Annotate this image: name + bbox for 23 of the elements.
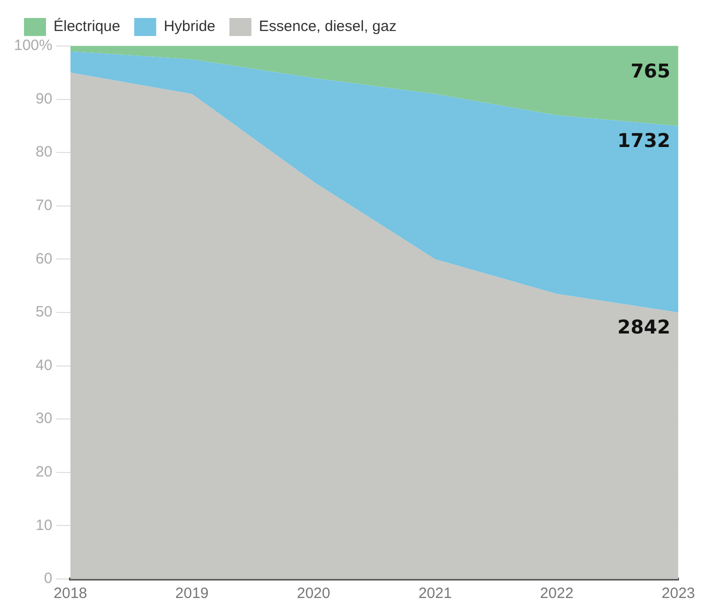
y-tick-label: 0: [44, 570, 52, 588]
annotation: 2842: [617, 316, 670, 338]
legend-label: Essence, diesel, gaz: [258, 18, 396, 36]
x-tick-label: 2019: [175, 585, 209, 602]
y-tick-label: 100%: [14, 37, 52, 54]
annotation: 765: [630, 60, 670, 83]
x-tick-label: 2018: [54, 585, 88, 602]
x-tick-label: 2022: [540, 585, 574, 602]
x-tick-label: 2021: [418, 585, 452, 602]
legend-label: Électrique: [54, 17, 120, 36]
x-tick-label: 2023: [662, 585, 696, 602]
y-tick-label: 50: [36, 304, 52, 321]
y-tick-label: 80: [36, 144, 52, 161]
legend-label: Hybride: [164, 18, 216, 36]
y-tick-label: 30: [36, 410, 52, 428]
y-tick-label: 10: [36, 516, 52, 534]
annotation: 1732: [617, 130, 670, 152]
y-tick-label: 20: [36, 464, 52, 481]
x-tick-label: 2020: [296, 585, 330, 602]
y-tick-label: 90: [36, 90, 52, 108]
y-tick-label: 60: [36, 250, 52, 268]
y-tick-label: 40: [36, 356, 52, 374]
y-tick-label: 70: [36, 197, 52, 214]
